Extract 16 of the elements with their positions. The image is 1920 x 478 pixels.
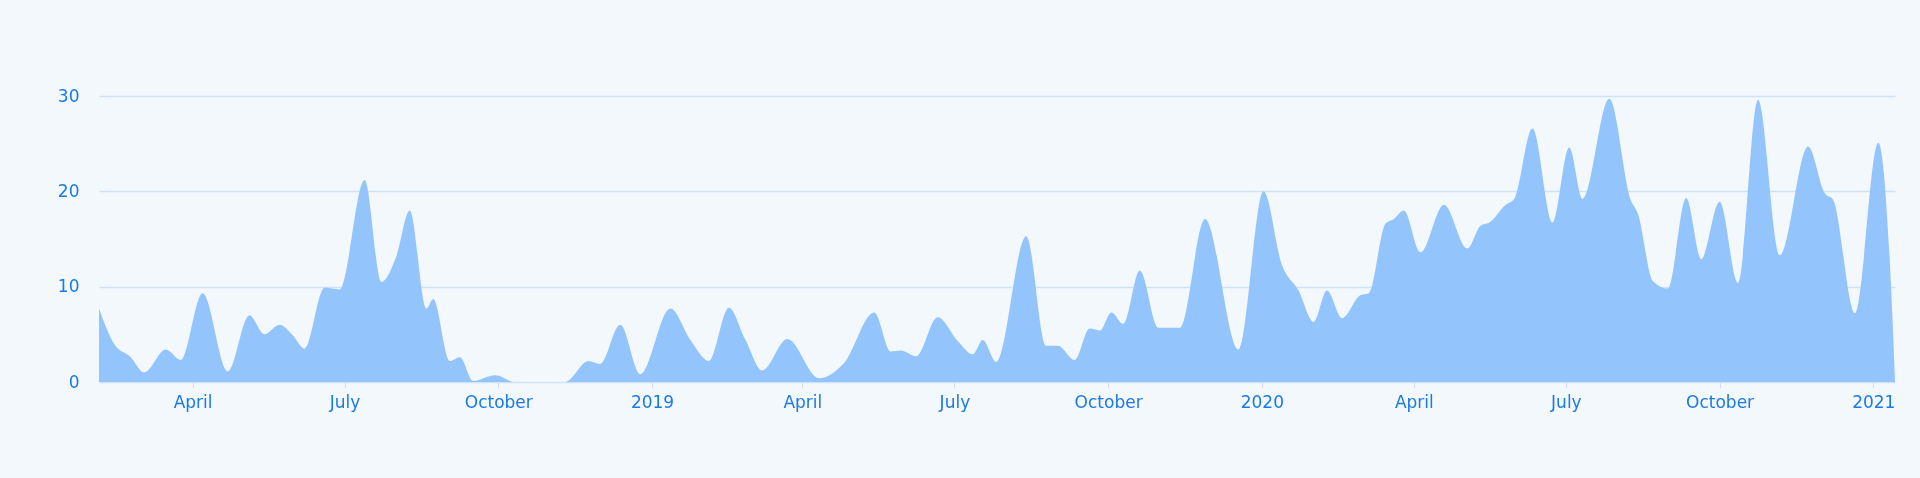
y-tick-label: 30	[57, 85, 80, 106]
x-tick-label: April	[1394, 391, 1434, 412]
x-tick-label: July	[938, 391, 971, 412]
x-tick-label: October	[1686, 391, 1755, 412]
x-tick-label: July	[1550, 391, 1582, 412]
x-tick-label: October	[1074, 391, 1143, 412]
x-tick-label: 2020	[1240, 391, 1284, 412]
y-tick-label: 20	[57, 180, 80, 201]
y-tick-label: 10	[57, 276, 80, 297]
x-tick-label: April	[783, 391, 823, 412]
x-tick-label: 2021	[1852, 391, 1896, 412]
x-tick-label: 2019	[630, 391, 675, 412]
x-tick-label: July	[328, 391, 361, 412]
x-tick-label: April	[173, 391, 213, 412]
x-tick-label: October	[464, 391, 533, 412]
y-tick-label: 0	[68, 371, 80, 392]
